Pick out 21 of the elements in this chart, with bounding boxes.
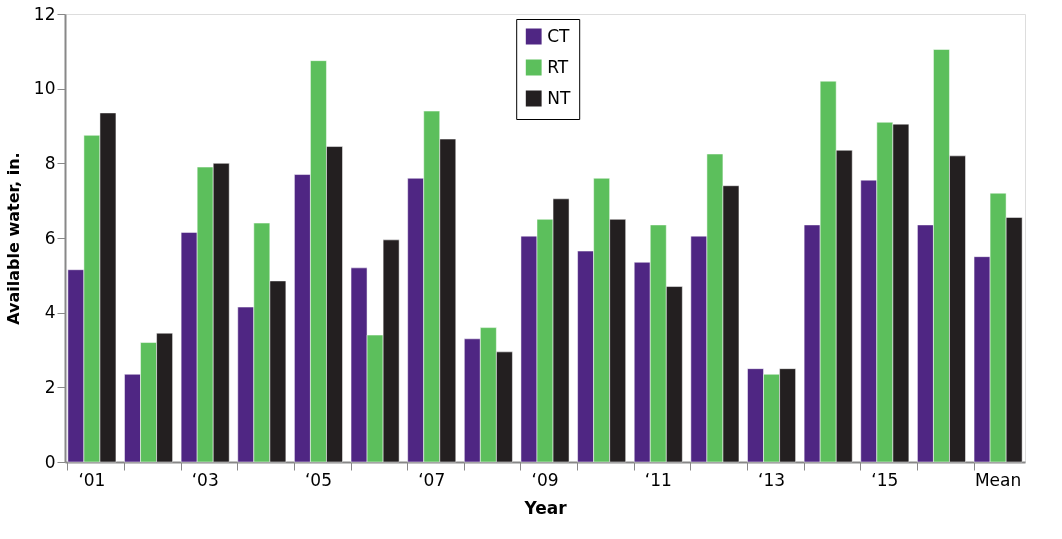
legend-label: CT	[547, 25, 571, 46]
x-tick-label: ‘07	[418, 469, 446, 490]
y-tick-label: 12	[33, 3, 56, 24]
x-tick-label: ‘01	[78, 469, 106, 490]
x-tick-label: ‘03	[191, 469, 219, 490]
x-tick-label: ‘11	[644, 469, 672, 490]
y-tick-label: 0	[44, 451, 56, 472]
legend-label: RT	[547, 56, 569, 77]
y-tick-label: 2	[44, 376, 56, 397]
y-axis-title: Available water, in.	[3, 152, 23, 325]
x-tick-label: Mean	[974, 469, 1022, 490]
x-tick-label: ‘09	[531, 469, 559, 490]
x-tick-label: ‘13	[758, 469, 786, 490]
legend-label: NT	[547, 87, 571, 108]
x-tick-label: ‘05	[304, 469, 332, 490]
y-tick-label: 6	[44, 227, 56, 248]
x-axis-title: Year	[523, 497, 568, 518]
y-tick-label: 8	[44, 152, 56, 173]
x-tick-label: ‘15	[871, 469, 899, 490]
y-tick-label: 4	[44, 302, 56, 323]
y-tick-label: 10	[33, 78, 56, 99]
